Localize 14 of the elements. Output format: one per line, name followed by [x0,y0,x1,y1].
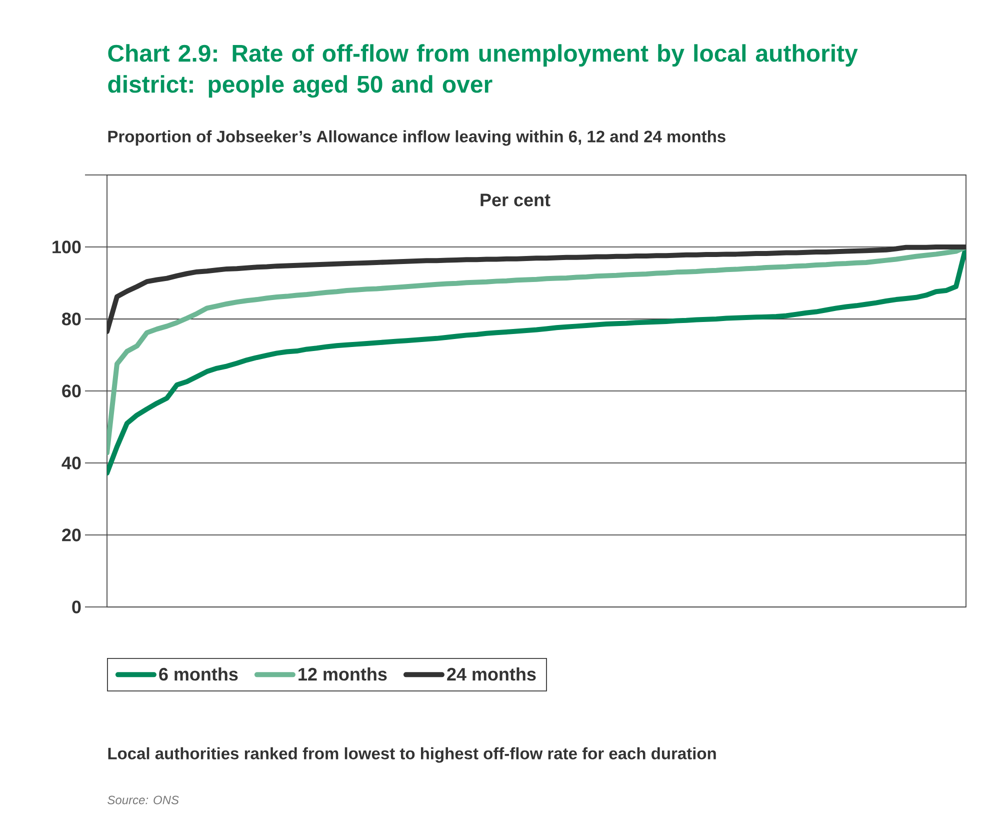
y-tick-label: 60 [62,384,81,398]
text: Local authorities ranked from lowest to highest off-flow rate for each duration [108,747,716,763]
legend-label: 6 months [159,667,238,681]
source-note: Source: ONS [108,796,179,804]
y-tick-label: 0 [72,600,81,614]
legend-label: 24 months [447,667,536,681]
y-axis-title: Per cent [480,194,550,206]
legend-label: 12 months [298,667,387,681]
y-tick-label: 40 [62,456,81,470]
chart-title: Chart 2.9: Rate of off-flow from unemployment by local authority district: people aged 50 and over [108,44,858,98]
y-tick-label: 100 [52,240,81,254]
y-tick-label: 80 [62,312,81,326]
y-tick-label: 20 [62,528,81,542]
chart-subtitle: Proportion of Jobseeker’s Allowance inflow leaving within 6, 12 and 24 months [108,130,726,146]
